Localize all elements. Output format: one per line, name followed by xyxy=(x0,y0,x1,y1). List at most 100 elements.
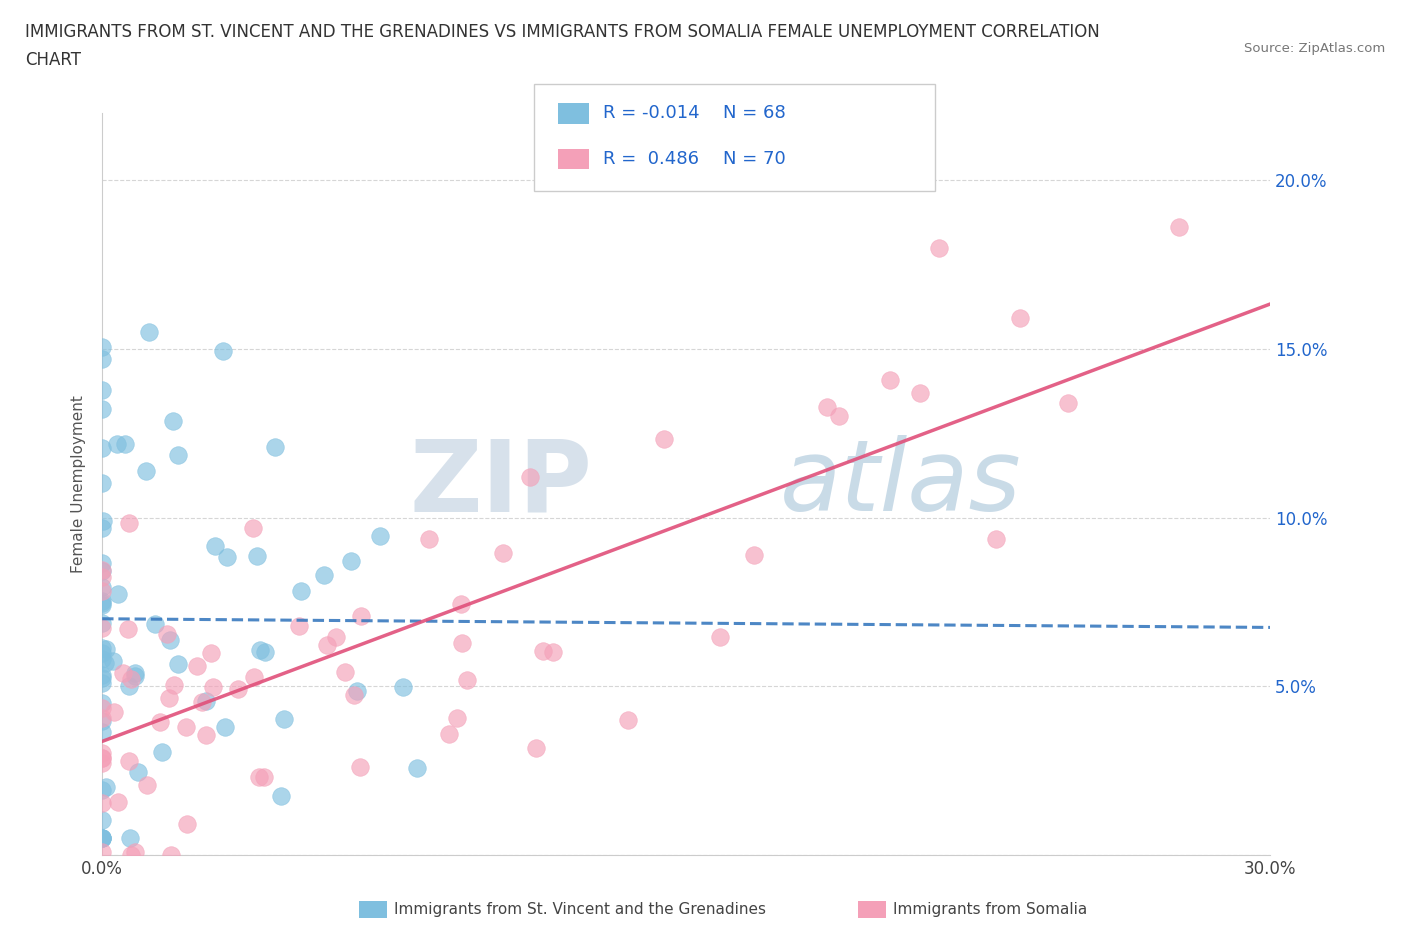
Point xyxy=(155,626,177,641)
Text: R = -0.014: R = -0.014 xyxy=(603,104,700,123)
Point xyxy=(195,727,218,742)
Point xyxy=(91,668,114,683)
Point xyxy=(456,672,478,687)
Point xyxy=(243,670,266,684)
Point xyxy=(405,760,427,775)
Point xyxy=(91,711,114,725)
Point xyxy=(91,645,114,660)
Point xyxy=(174,720,197,735)
Point xyxy=(253,644,276,659)
Text: ZIP: ZIP xyxy=(411,435,593,532)
Y-axis label: Female Unemployment: Female Unemployment xyxy=(72,395,86,573)
Point xyxy=(446,711,468,725)
Point xyxy=(167,447,190,462)
Point xyxy=(541,644,564,659)
Point xyxy=(91,596,114,611)
Point xyxy=(138,325,160,339)
Point xyxy=(492,546,515,561)
Point xyxy=(368,529,391,544)
Point xyxy=(652,432,675,446)
Point xyxy=(91,751,114,765)
Point xyxy=(162,413,184,428)
Point xyxy=(249,769,271,784)
Point xyxy=(136,777,159,792)
Point xyxy=(91,782,114,797)
Point xyxy=(107,586,129,601)
Point xyxy=(135,464,157,479)
Point xyxy=(93,513,115,528)
Point xyxy=(273,711,295,726)
Point xyxy=(91,521,114,536)
Point xyxy=(159,632,181,647)
Text: N = 68: N = 68 xyxy=(723,104,786,123)
Point xyxy=(91,746,114,761)
Point xyxy=(120,847,142,862)
Point xyxy=(91,830,114,845)
Point xyxy=(91,751,114,765)
Point xyxy=(159,690,181,705)
Point xyxy=(94,656,117,671)
Point xyxy=(150,745,173,760)
Point xyxy=(91,621,114,636)
Point xyxy=(815,400,838,415)
Point xyxy=(167,657,190,671)
Point xyxy=(350,609,373,624)
Point xyxy=(91,724,114,739)
Point xyxy=(124,844,146,859)
Point xyxy=(186,658,208,673)
Point xyxy=(1056,396,1078,411)
Point xyxy=(91,812,114,827)
Point xyxy=(103,654,125,669)
Point xyxy=(91,475,114,490)
Point xyxy=(91,651,114,666)
Point xyxy=(253,769,276,784)
Point xyxy=(91,555,114,570)
Point xyxy=(91,583,114,598)
Point xyxy=(201,680,224,695)
Point xyxy=(91,696,114,711)
Point xyxy=(114,436,136,451)
Point xyxy=(91,713,114,728)
Point xyxy=(709,630,731,644)
Point xyxy=(524,741,547,756)
Point xyxy=(226,681,249,696)
Point xyxy=(91,564,114,578)
Text: N = 70: N = 70 xyxy=(723,150,786,168)
Point xyxy=(91,671,114,685)
Point xyxy=(742,548,765,563)
Point xyxy=(1010,311,1032,325)
Point xyxy=(91,383,114,398)
Point xyxy=(287,618,309,633)
Point xyxy=(111,666,134,681)
Point xyxy=(200,646,222,661)
Point xyxy=(451,636,474,651)
Point xyxy=(270,789,292,804)
Point xyxy=(249,643,271,658)
Point xyxy=(91,615,114,630)
Point xyxy=(91,755,114,770)
Point xyxy=(928,240,950,255)
Point xyxy=(316,637,339,652)
Point xyxy=(107,794,129,809)
Point xyxy=(127,764,149,779)
Point xyxy=(149,715,172,730)
Point xyxy=(349,760,371,775)
Point xyxy=(204,538,226,553)
Point xyxy=(91,795,114,810)
Point xyxy=(124,666,146,681)
Point xyxy=(91,563,114,578)
Point xyxy=(1167,219,1189,234)
Point xyxy=(94,641,117,656)
Point xyxy=(242,521,264,536)
Point xyxy=(91,340,114,355)
Point xyxy=(105,437,128,452)
Point xyxy=(91,579,114,594)
Point xyxy=(91,352,114,366)
Point xyxy=(339,553,361,568)
Point xyxy=(91,844,114,859)
Point xyxy=(531,644,554,658)
Point xyxy=(346,683,368,698)
Text: R =  0.486: R = 0.486 xyxy=(603,150,699,168)
Point xyxy=(118,679,141,694)
Point xyxy=(91,675,114,690)
